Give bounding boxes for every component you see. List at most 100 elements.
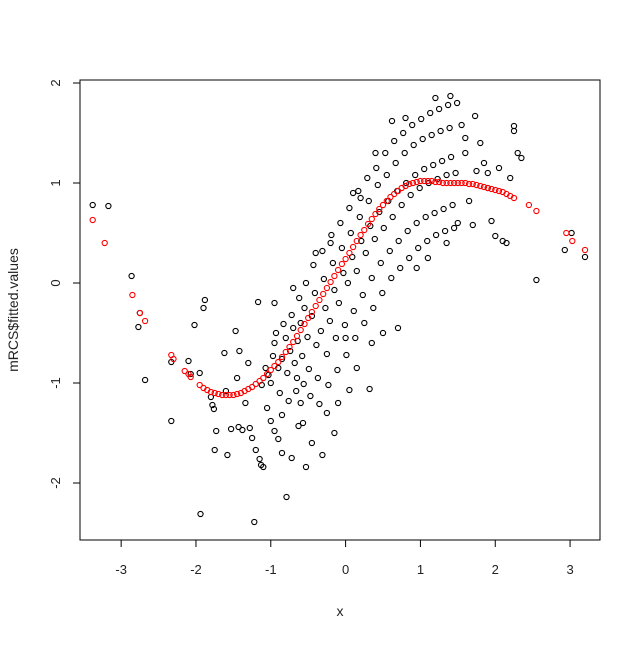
observed-point bbox=[357, 194, 364, 202]
observed-point bbox=[334, 366, 341, 374]
observed-point bbox=[391, 137, 398, 145]
y-axis: -2 -1 0 1 2 bbox=[48, 79, 80, 489]
x-tick-label: -3 bbox=[115, 562, 127, 577]
observed-point bbox=[302, 279, 310, 287]
fitted-point bbox=[278, 353, 286, 361]
observed-point bbox=[370, 304, 377, 312]
observed-point bbox=[246, 424, 253, 432]
observed-point bbox=[254, 298, 262, 306]
observed-point bbox=[288, 454, 295, 462]
fitted-point bbox=[290, 338, 297, 346]
x-tick-label: 3 bbox=[566, 562, 573, 577]
y-tick-label: 0 bbox=[48, 279, 63, 286]
observed-point bbox=[356, 213, 363, 221]
observed-point bbox=[269, 352, 277, 360]
fitted-point bbox=[413, 178, 420, 186]
observed-point bbox=[518, 154, 525, 162]
observed-point bbox=[352, 334, 359, 342]
observed-point bbox=[278, 355, 286, 363]
observed-point bbox=[232, 327, 239, 335]
observed-point bbox=[239, 426, 246, 434]
fitted-point bbox=[308, 308, 316, 316]
observed-point bbox=[437, 127, 444, 135]
observed-point bbox=[394, 324, 402, 332]
observed-point bbox=[392, 159, 399, 167]
fitted-point bbox=[473, 181, 480, 189]
observed-point bbox=[368, 339, 375, 347]
observed-point bbox=[465, 197, 473, 205]
observed-point bbox=[299, 419, 307, 427]
fitted-point bbox=[226, 391, 233, 399]
fitted-point bbox=[219, 391, 226, 399]
observed-point bbox=[368, 274, 375, 282]
observed-point bbox=[458, 121, 465, 129]
observed-point bbox=[338, 244, 346, 252]
observed-point bbox=[492, 232, 499, 240]
observed-point bbox=[382, 149, 389, 157]
fitted-point bbox=[286, 343, 293, 351]
observed-point bbox=[312, 249, 319, 257]
observed-point bbox=[299, 352, 306, 360]
observed-point bbox=[271, 339, 278, 347]
fitted-point bbox=[230, 391, 237, 399]
observed-point bbox=[319, 247, 326, 255]
observed-point bbox=[428, 131, 435, 139]
observed-point bbox=[432, 231, 440, 239]
fitted-point bbox=[376, 205, 383, 213]
fitted-point bbox=[417, 177, 424, 185]
observed-point bbox=[488, 217, 495, 225]
observed-point bbox=[284, 369, 291, 377]
observed-point bbox=[302, 463, 310, 471]
fitted-point bbox=[331, 272, 338, 280]
observed-point bbox=[452, 169, 459, 177]
observed-point bbox=[379, 289, 386, 297]
observed-point bbox=[344, 279, 352, 287]
observed-point bbox=[245, 359, 252, 367]
observed-point bbox=[288, 311, 295, 319]
observed-point bbox=[300, 380, 307, 388]
observed-point bbox=[290, 284, 297, 292]
observed-point bbox=[314, 374, 322, 382]
observed-point bbox=[398, 201, 405, 209]
points-layer bbox=[89, 92, 589, 526]
fitted-point bbox=[260, 374, 267, 382]
fitted-point bbox=[432, 178, 439, 186]
fitted-point bbox=[563, 229, 570, 237]
observed-point bbox=[248, 434, 256, 442]
observed-point bbox=[291, 359, 298, 367]
fitted-point bbox=[495, 187, 503, 195]
observed-point bbox=[213, 427, 220, 435]
fitted-point bbox=[569, 237, 576, 245]
observed-point bbox=[295, 422, 302, 430]
fitted-point bbox=[353, 237, 360, 245]
observed-point bbox=[395, 237, 402, 245]
observed-point bbox=[401, 149, 408, 157]
observed-point bbox=[440, 205, 447, 213]
x-axis: -3 -2 -1 0 1 2 3 bbox=[115, 540, 574, 577]
observed-point bbox=[353, 267, 360, 275]
observed-point bbox=[441, 227, 449, 235]
observed-point bbox=[421, 165, 428, 173]
fitted-point bbox=[488, 185, 495, 193]
observed-point bbox=[480, 159, 488, 167]
observed-point bbox=[331, 286, 338, 294]
fitted-point bbox=[187, 373, 194, 381]
observed-point bbox=[89, 201, 96, 209]
observed-point bbox=[418, 115, 425, 123]
observed-point bbox=[443, 239, 450, 247]
observed-point bbox=[271, 427, 278, 435]
x-axis-title: x bbox=[337, 603, 344, 619]
observed-point bbox=[236, 347, 243, 355]
observed-point bbox=[200, 304, 207, 312]
observed-point bbox=[366, 385, 373, 393]
observed-point bbox=[431, 209, 438, 217]
fitted-point bbox=[361, 226, 368, 234]
observed-point bbox=[280, 320, 287, 328]
observed-point bbox=[362, 249, 369, 257]
observed-point bbox=[290, 324, 297, 332]
observed-point bbox=[379, 329, 387, 337]
observed-point bbox=[349, 189, 357, 197]
fitted-point bbox=[458, 179, 465, 187]
observed-point bbox=[252, 446, 259, 454]
